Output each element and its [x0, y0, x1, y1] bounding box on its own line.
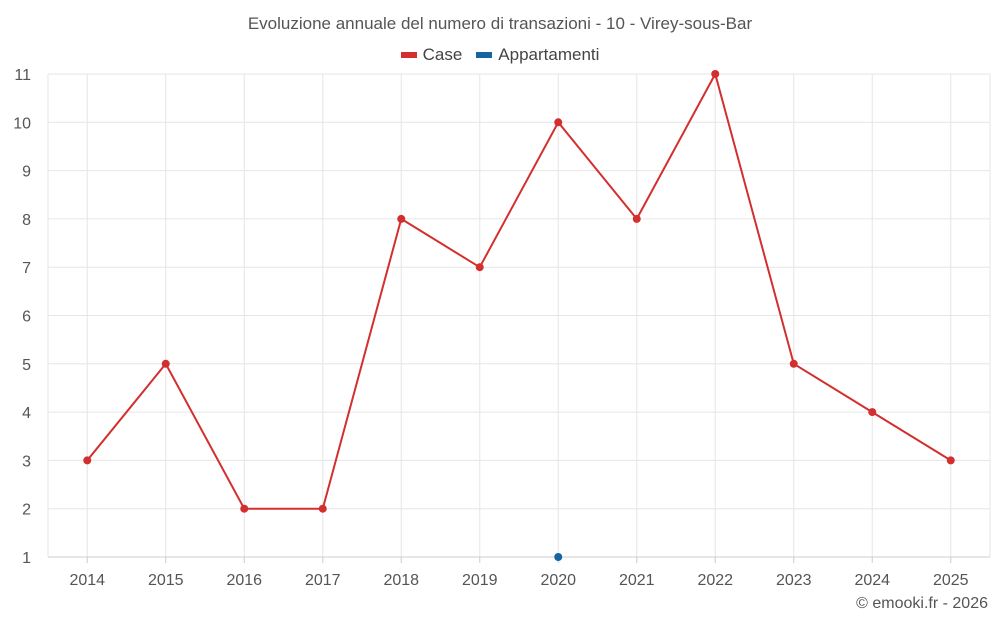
x-tick-label: 2023 — [776, 572, 812, 589]
x-tick-label: 2016 — [226, 572, 262, 589]
y-tick-label: 1 — [22, 550, 31, 567]
series-line-case — [86, 73, 952, 510]
x-tick-label: 2020 — [540, 572, 576, 589]
x-tick-label: 2024 — [854, 572, 890, 589]
data-point-case — [789, 359, 798, 368]
legend-item-appartamenti[interactable]: Appartamenti — [476, 45, 599, 65]
y-tick-label: 4 — [22, 405, 31, 422]
data-point-case — [946, 456, 955, 465]
credit-text: © emooki.fr - 2026 — [856, 595, 988, 612]
y-tick-label: 2 — [22, 502, 31, 519]
y-tick-label: 3 — [22, 453, 31, 470]
x-tick-label: 2025 — [933, 572, 969, 589]
y-tick-label: 10 — [13, 115, 31, 132]
y-tick-label: 8 — [22, 212, 31, 229]
legend: Case Appartamenti — [0, 45, 1000, 65]
data-point-case — [240, 504, 249, 513]
data-point-case — [83, 456, 92, 465]
data-point-case — [554, 118, 563, 127]
x-tick-label: 2018 — [383, 572, 419, 589]
x-tick-label: 2019 — [462, 572, 498, 589]
data-point-appartamenti — [554, 553, 563, 561]
legend-item-case[interactable]: Case — [400, 45, 463, 65]
data-point-case — [161, 359, 170, 368]
x-tick-label: 2022 — [697, 572, 733, 589]
x-tick-label: 2015 — [148, 572, 184, 589]
data-point-case — [632, 214, 641, 223]
legend-swatch-case — [400, 52, 417, 58]
legend-label-case: Case — [422, 45, 463, 64]
y-tick-label: 7 — [22, 260, 31, 277]
data-point-case — [711, 70, 720, 78]
data-point-case — [868, 408, 877, 417]
x-tick-label: 2021 — [619, 572, 655, 589]
data-point-case — [475, 263, 484, 272]
legend-label-appartamenti: Appartamenti — [498, 45, 600, 64]
legend-swatch-appartamenti — [476, 52, 493, 58]
y-tick-label: 9 — [22, 164, 31, 181]
data-point-case — [318, 504, 327, 513]
x-tick-label: 2017 — [305, 572, 341, 589]
y-tick-label: 5 — [22, 357, 31, 374]
chart-title: Evoluzione annuale del numero di transaz… — [247, 14, 753, 33]
y-tick-label: 11 — [14, 67, 31, 84]
x-tick-label: 2014 — [69, 572, 105, 589]
y-tick-label: 6 — [22, 309, 31, 326]
data-point-case — [397, 214, 406, 223]
